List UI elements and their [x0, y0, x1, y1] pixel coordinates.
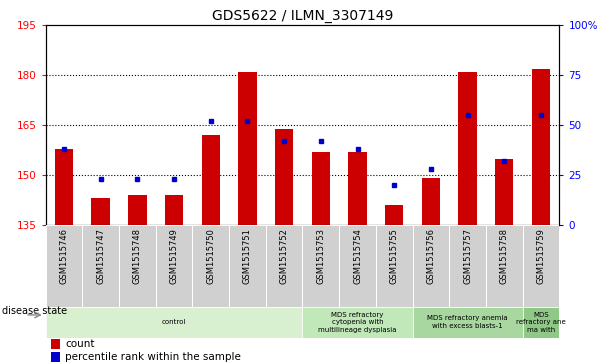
Bar — [275, 129, 293, 225]
Bar — [303, 307, 413, 338]
Bar — [422, 179, 440, 225]
Bar — [458, 72, 477, 225]
Text: disease state: disease state — [2, 306, 67, 316]
Text: GSM1515757: GSM1515757 — [463, 228, 472, 284]
Bar — [91, 199, 110, 225]
Text: GSM1515753: GSM1515753 — [316, 228, 325, 284]
Bar — [238, 72, 257, 225]
Text: GSM1515756: GSM1515756 — [426, 228, 435, 284]
Text: GSM1515750: GSM1515750 — [206, 228, 215, 284]
Bar — [46, 225, 82, 307]
Text: count: count — [65, 339, 95, 349]
Text: MDS refractory
cytopenia with
multilineage dysplasia: MDS refractory cytopenia with multilinea… — [318, 312, 397, 333]
Text: GSM1515759: GSM1515759 — [536, 228, 545, 284]
Text: GSM1515758: GSM1515758 — [500, 228, 509, 284]
Text: control: control — [162, 319, 186, 325]
Bar — [50, 352, 60, 362]
Text: GSM1515751: GSM1515751 — [243, 228, 252, 284]
Bar — [339, 225, 376, 307]
Text: GSM1515747: GSM1515747 — [96, 228, 105, 284]
Text: GSM1515755: GSM1515755 — [390, 228, 399, 284]
Text: MDS
refractory ane
ma with: MDS refractory ane ma with — [516, 312, 566, 333]
Bar — [449, 225, 486, 307]
Bar — [523, 307, 559, 338]
Bar — [156, 225, 192, 307]
Text: GSM1515749: GSM1515749 — [170, 228, 179, 284]
Bar — [523, 225, 559, 307]
Bar — [192, 225, 229, 307]
Text: GSM1515752: GSM1515752 — [280, 228, 289, 284]
Text: percentile rank within the sample: percentile rank within the sample — [65, 352, 241, 362]
Bar — [303, 225, 339, 307]
Bar — [119, 225, 156, 307]
Bar — [495, 159, 514, 225]
Bar — [266, 225, 303, 307]
Bar — [165, 195, 183, 225]
Bar — [348, 152, 367, 225]
Text: GSM1515748: GSM1515748 — [133, 228, 142, 284]
Text: GSM1515746: GSM1515746 — [60, 228, 69, 284]
Bar — [229, 225, 266, 307]
Bar — [385, 205, 403, 225]
Bar — [413, 225, 449, 307]
Bar — [312, 152, 330, 225]
Bar — [55, 148, 73, 225]
Bar — [50, 339, 60, 349]
Bar — [532, 69, 550, 225]
Bar — [413, 307, 523, 338]
Bar — [486, 225, 523, 307]
Text: GSM1515754: GSM1515754 — [353, 228, 362, 284]
Bar — [376, 225, 413, 307]
Bar — [46, 307, 303, 338]
Bar — [82, 225, 119, 307]
Bar — [202, 135, 220, 225]
Text: MDS refractory anemia
with excess blasts-1: MDS refractory anemia with excess blasts… — [427, 315, 508, 329]
Title: GDS5622 / ILMN_3307149: GDS5622 / ILMN_3307149 — [212, 9, 393, 23]
Bar — [128, 195, 147, 225]
